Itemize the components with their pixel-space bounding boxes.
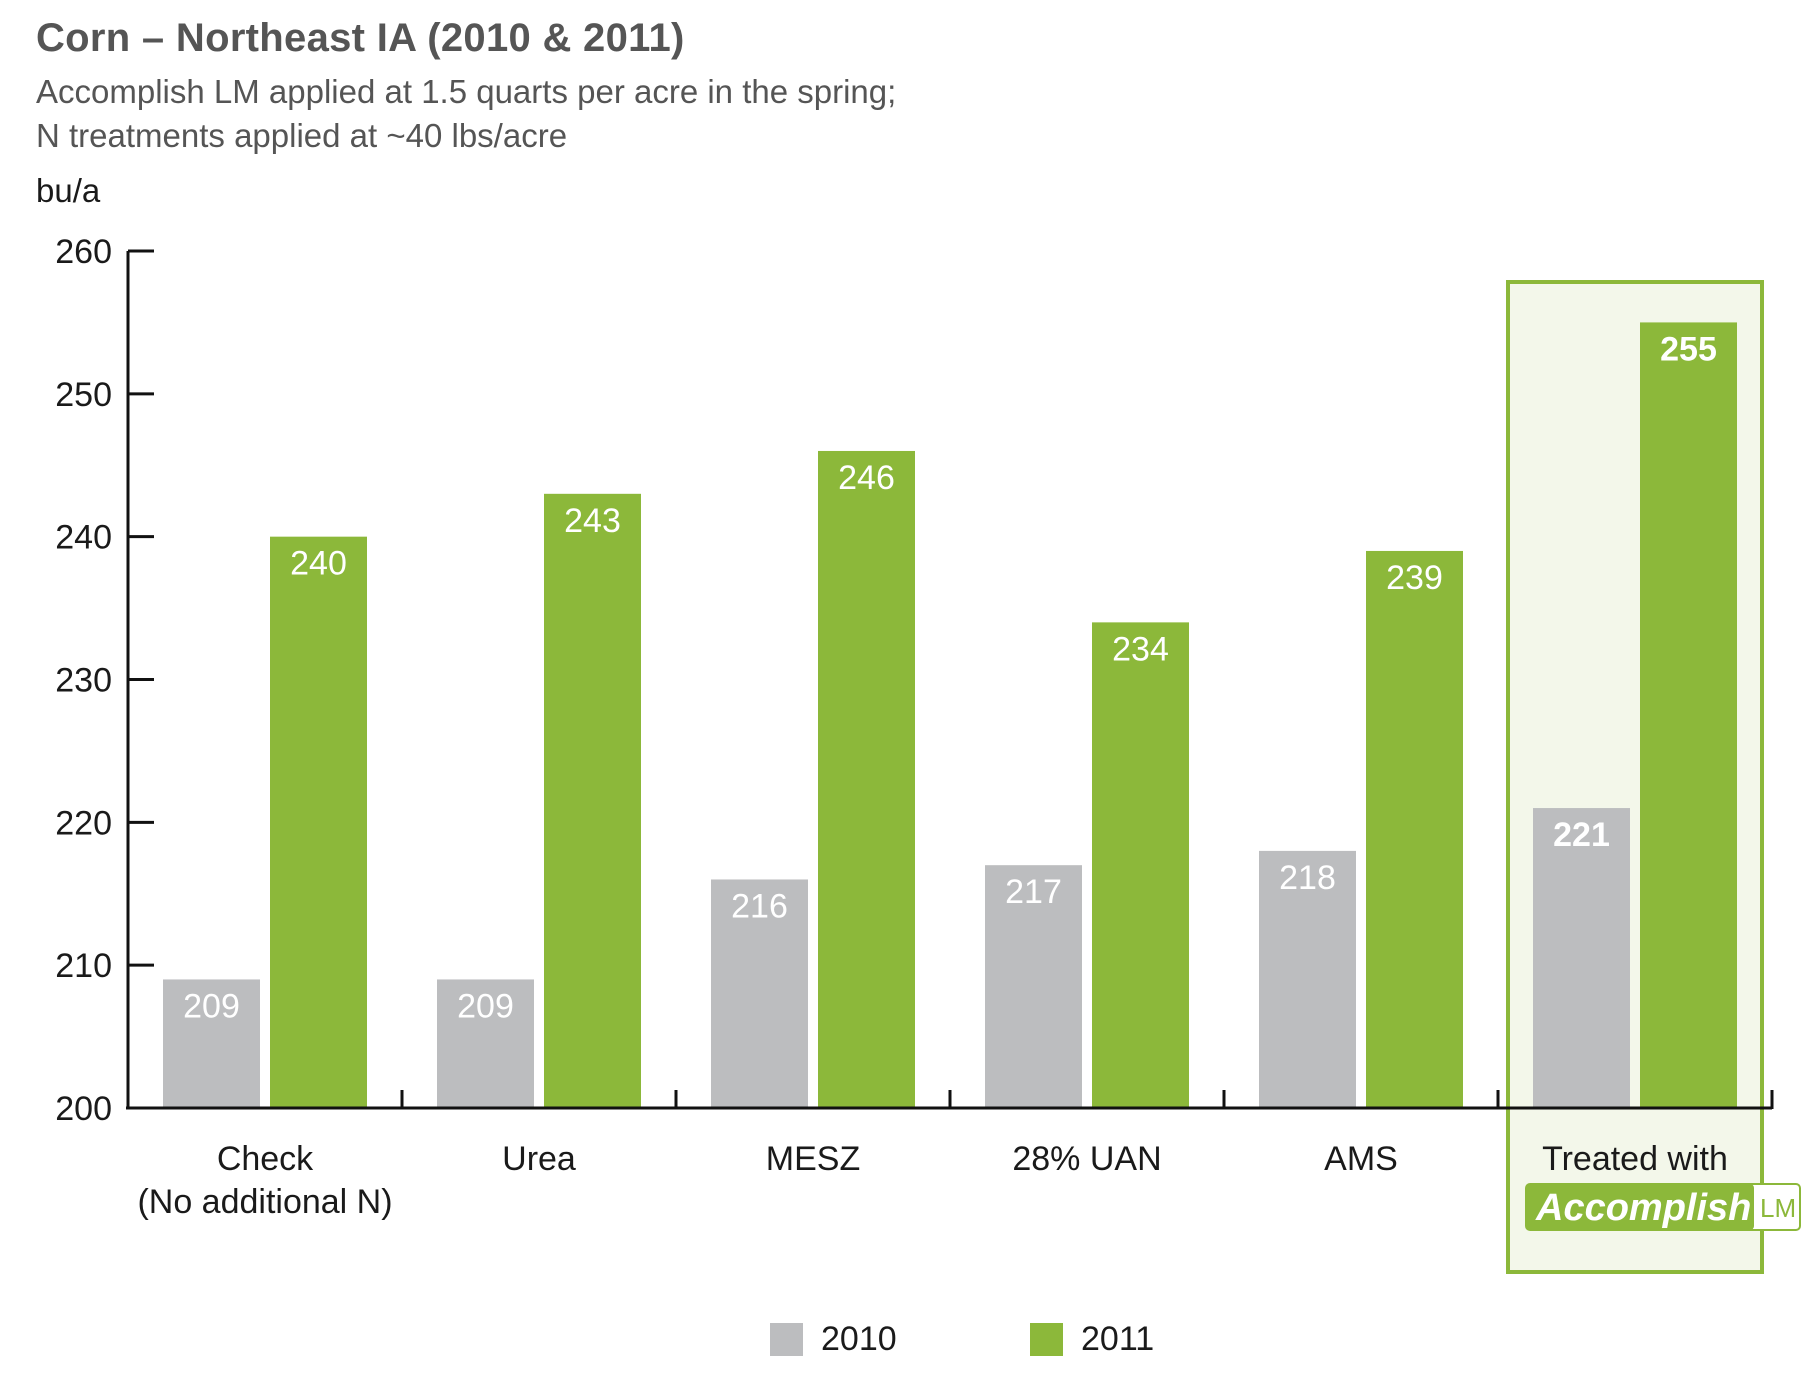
bar-2011-3 <box>1092 622 1189 1108</box>
data-label-2011-4: 239 <box>1386 559 1443 597</box>
data-label-2010-4: 218 <box>1279 859 1336 897</box>
bar-chart: 209 209 216 217 218 221 240 243 246 234 239 255 200 2… <box>55 233 1801 1274</box>
x-tick-label-0: Check <box>217 1140 314 1178</box>
y-tick-label-240: 240 <box>55 519 112 557</box>
bar-2010-5 <box>1533 808 1630 1108</box>
y-tick-label-230: 230 <box>55 662 112 700</box>
data-label-2010-3: 217 <box>1005 873 1062 911</box>
bar-2011-2 <box>818 450 915 1108</box>
y-tick-label-220: 220 <box>55 804 112 842</box>
logo-script-text: Accomplish <box>1535 1187 1751 1229</box>
data-label-2010-5: 221 <box>1553 816 1610 854</box>
x-tick-label-2: MESZ <box>766 1140 860 1178</box>
chart-title: Corn – Northeast IA (2010 & 2011) <box>36 16 685 60</box>
data-label-2010-2: 216 <box>731 887 788 925</box>
y-tick-label-260: 260 <box>55 233 112 271</box>
chart-subtitle: Accomplish LM applied at 1.5 quarts per … <box>36 70 896 158</box>
data-label-2011-1: 243 <box>564 502 621 540</box>
legend: 2010 2011 <box>0 1320 1818 1380</box>
subtitle-line-2: N treatments applied at ~40 lbs/acre <box>36 117 568 154</box>
logo-background <box>1526 1184 1754 1230</box>
subtitle-line-1: Accomplish LM applied at 1.5 quarts per … <box>36 73 897 110</box>
legend-label-2011: 2011 <box>1081 1320 1155 1358</box>
y-axis-unit-label: bu/a <box>36 172 101 209</box>
bar-2011-4 <box>1366 550 1463 1108</box>
logo-suffix-text: LM <box>1760 1193 1796 1223</box>
bar-2010-2 <box>711 879 808 1108</box>
x-tick-label-3: 28% UAN <box>1012 1140 1161 1178</box>
data-label-2011-3: 234 <box>1112 630 1169 668</box>
x-tick-label-1: Urea <box>502 1140 576 1178</box>
y-tick-label-210: 210 <box>55 947 112 985</box>
legend-label-2010: 2010 <box>821 1320 897 1358</box>
bar-2010-0 <box>163 979 260 1108</box>
bar-2011-0 <box>270 536 367 1108</box>
x-tick-label-5: Treated with <box>1542 1140 1728 1178</box>
legend-item-2010: 2010 <box>770 1320 897 1359</box>
legend-swatch-2010 <box>770 1323 803 1356</box>
data-label-2011-5: 255 <box>1660 330 1717 368</box>
bar-2011-5 <box>1640 322 1737 1109</box>
data-label-2010-1: 209 <box>457 987 514 1025</box>
x-tick-label-line2-0: (No additional N) <box>137 1183 392 1221</box>
bar-2010-3 <box>985 865 1082 1108</box>
y-tick-label-200: 200 <box>55 1090 112 1128</box>
data-label-2011-2: 246 <box>838 459 895 497</box>
y-tick-label-250: 250 <box>55 376 112 414</box>
legend-item-2011: 2011 <box>1030 1320 1154 1359</box>
x-tick-label-4: AMS <box>1324 1140 1398 1178</box>
bar-2010-4 <box>1259 850 1356 1108</box>
bar-2011-1 <box>544 493 641 1109</box>
bar-2010-1 <box>437 979 534 1108</box>
legend-swatch-2011 <box>1030 1323 1063 1356</box>
data-label-2010-0: 209 <box>183 987 240 1025</box>
data-label-2011-0: 240 <box>290 545 347 583</box>
